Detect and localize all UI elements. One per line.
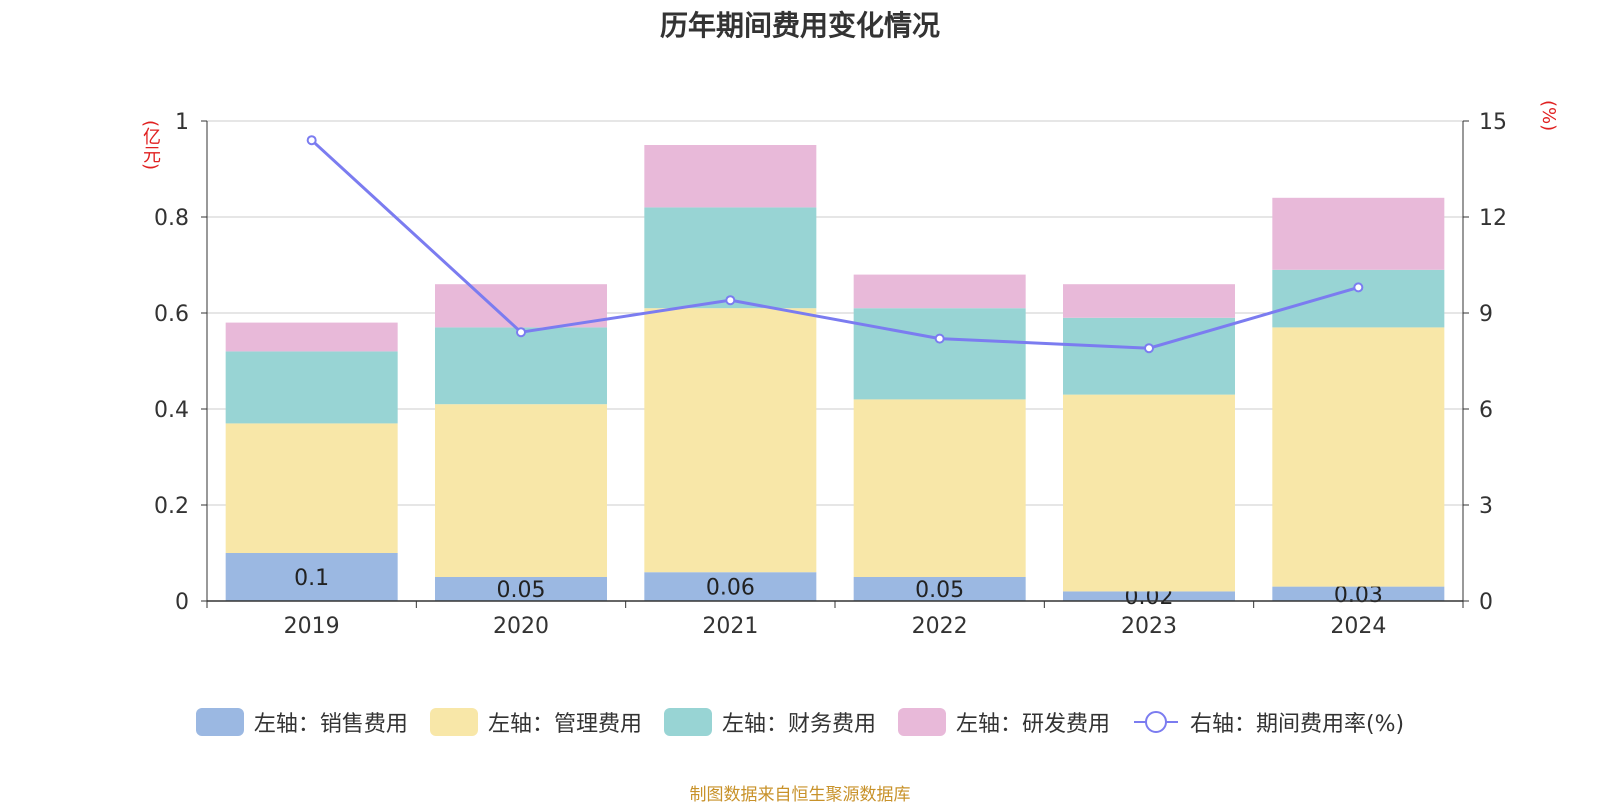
bar-segment [1272,586,1445,601]
x-axis-tick-label: 2019 [284,614,340,639]
chart-plot-area: 0 0.2 0.4 0.6 0.8 1 0 3 6 9 12 15 0.1 0.05 0.06 0.05 0.0… [154,110,1507,639]
expense-rate-line [310,139,1359,350]
right-axis-tick-label: 12 [1479,206,1507,231]
legend-swatch-admin [429,708,478,736]
legend-item-expense-rate[interactable]: 右轴：期间费用率(%) [1132,706,1404,738]
legend-swatch-rnd [897,708,946,736]
legend-label-finance: 左轴：财务费用 [721,712,876,737]
bar-segment [435,327,607,405]
bar-segment [853,399,1026,577]
legend-label-admin: 左轴：管理费用 [487,712,642,737]
x-axis-tick-label: 2021 [702,614,758,639]
right-axis-tick-label: 9 [1479,302,1493,327]
expense-rate-point [516,327,526,338]
legend-swatch-sales [195,708,244,736]
bar-segment [1063,591,1235,601]
bar-segment [644,145,817,208]
bar-data-label: 0.05 [497,578,546,603]
legend-swatch-finance [663,708,712,736]
left-axis-tick-label: 1 [175,110,189,135]
expense-rate-point [1353,282,1364,293]
bar-segment [225,322,398,352]
bar-segment [644,572,817,601]
bar-segment [225,423,398,553]
left-axis-tick-label: 0.8 [154,206,189,231]
expense-rate-point [306,135,317,146]
bar-segment [225,351,398,424]
bar-segment [1272,269,1445,328]
chart-legend: 左轴：销售费用 左轴：管理费用 左轴：财务费用 左轴：研发费用 右轴：期间费用率… [0,706,1600,738]
bar-data-label: 0.06 [706,576,755,601]
legend-item-admin[interactable]: 左轴：管理费用 [429,706,642,738]
bar-segment [435,577,607,601]
data-source-note: 制图数据来自恒生聚源数据库 [689,785,911,805]
bar-segment [644,207,817,309]
left-axis-tick-label: 0.2 [154,494,189,519]
bar-segment [853,577,1026,601]
chart-title: 历年期间费用变化情况 [659,9,940,42]
left-axis-tick-label: 0.6 [154,302,189,327]
expense-rate-point [934,333,945,344]
bar-segment [1272,327,1445,587]
x-axis-tick-label: 2024 [1330,614,1386,639]
right-axis-tick-label: 6 [1479,398,1493,423]
bar-segment [225,553,398,601]
bar-segment [1063,284,1235,318]
bar-segment [644,308,817,573]
bar-segment [435,284,607,328]
left-axis-unit: (亿元) [140,120,161,171]
bar-segment [435,404,607,577]
bar-data-label: 0.1 [294,566,329,591]
legend-item-sales[interactable]: 左轴：销售费用 [195,706,408,738]
legend-line-marker-icon [1133,711,1178,733]
legend-label-rnd: 左轴：研发费用 [955,712,1110,737]
bar-data-label: 0.05 [915,578,964,603]
right-axis-tick-label: 0 [1479,590,1493,615]
expense-rate-point [1144,343,1154,354]
right-axis-tick-label: 15 [1479,110,1507,135]
x-axis-tick-label: 2023 [1121,614,1177,639]
legend-label-sales: 左轴：销售费用 [253,712,408,737]
legend-item-finance[interactable]: 左轴：财务费用 [663,706,876,738]
bar-segment [1063,394,1235,592]
expense-rate-point [725,295,736,306]
bar-segment [853,274,1026,309]
bar-segment [1272,197,1445,270]
bar-segment [853,308,1026,400]
right-axis-tick-label: 3 [1479,494,1493,519]
legend-label-expense-rate: 右轴：期间费用率(%) [1189,712,1405,737]
x-axis-tick-label: 2020 [493,614,549,639]
right-axis-unit: (%) [1538,100,1559,132]
left-axis-tick-label: 0.4 [154,398,189,423]
x-axis-tick-label: 2022 [912,614,968,639]
legend-item-rnd[interactable]: 左轴：研发费用 [897,706,1110,738]
bar-data-label: 0.03 [1334,583,1383,608]
left-axis-tick-label: 0 [175,590,189,615]
